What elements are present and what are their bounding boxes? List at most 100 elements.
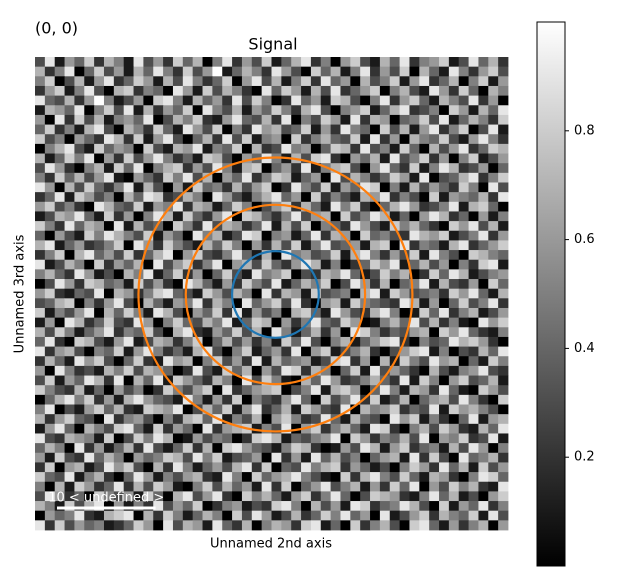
pixel (103, 66, 115, 77)
pixel (330, 250, 341, 261)
pixel (251, 143, 263, 154)
pixel (370, 414, 381, 425)
pixel (251, 317, 263, 328)
pixel (153, 288, 164, 299)
pixel (153, 385, 164, 396)
pixel (330, 279, 341, 290)
pixel (103, 57, 115, 68)
pixel (379, 433, 391, 444)
pixel (389, 76, 401, 87)
pixel (468, 404, 479, 415)
pixel (94, 433, 105, 444)
pixel (291, 143, 302, 154)
pixel (94, 365, 105, 376)
pixel (113, 385, 125, 396)
pixel (409, 153, 420, 164)
pixel (74, 481, 85, 492)
pixel (212, 298, 223, 309)
pixel (301, 433, 312, 444)
pixel (182, 95, 194, 106)
pixel (64, 307, 75, 319)
pixel (74, 105, 85, 116)
pixel (182, 423, 194, 434)
pixel (399, 143, 410, 154)
pixel (103, 105, 115, 116)
pixel (261, 182, 272, 193)
pixel (113, 298, 125, 309)
pixel (232, 114, 243, 125)
pixel (370, 153, 381, 164)
pixel (330, 481, 341, 492)
pixel (241, 66, 253, 77)
pixel (251, 85, 263, 97)
pixel (399, 240, 410, 251)
pixel (212, 385, 223, 396)
pixel (94, 114, 105, 125)
pixel (84, 520, 95, 531)
pixel (133, 327, 144, 338)
pixel (74, 385, 85, 396)
pixel (143, 510, 154, 521)
pixel (310, 279, 322, 290)
pixel (35, 375, 46, 386)
pixel (409, 182, 420, 193)
pixel (498, 250, 509, 261)
pixel (419, 269, 430, 280)
pixel (360, 404, 371, 415)
pixel (64, 182, 75, 193)
pixel (35, 327, 46, 338)
pixel (143, 462, 154, 473)
pixel (192, 201, 203, 212)
pixel (281, 124, 292, 135)
pixel (350, 423, 361, 434)
pixel (153, 462, 164, 473)
pixel (74, 414, 85, 425)
pixel (143, 269, 154, 280)
pixel (241, 520, 253, 531)
pixel (153, 501, 164, 512)
pixel (488, 250, 499, 261)
pixel (409, 221, 420, 232)
pixel (399, 279, 410, 290)
pixel (488, 95, 499, 106)
pixel (301, 57, 312, 68)
pixel (202, 192, 213, 203)
pixel (399, 375, 410, 386)
pixel (143, 163, 154, 174)
pixel (241, 346, 253, 357)
pixel (261, 298, 272, 309)
pixel (281, 269, 292, 280)
pixel (222, 279, 233, 290)
pixel (301, 307, 312, 319)
pixel (310, 307, 322, 319)
pixel (478, 307, 489, 319)
pixel (458, 211, 469, 222)
pixel (202, 172, 213, 183)
pixel (301, 114, 312, 125)
pixel (182, 491, 194, 502)
pixel (310, 269, 322, 280)
pixel (251, 336, 263, 347)
pixel (409, 433, 420, 444)
pixel (212, 201, 223, 212)
pixel (113, 375, 125, 386)
pixel (370, 404, 381, 415)
pixel (419, 66, 430, 77)
pixel (379, 414, 391, 425)
pixel (232, 211, 243, 222)
pixel (458, 520, 469, 531)
pixel (251, 182, 263, 193)
pixel (330, 443, 341, 454)
pixel (488, 423, 499, 434)
pixel (429, 510, 440, 521)
pixel (340, 288, 351, 299)
pixel (251, 66, 263, 77)
x-axis-label: Unnamed 2nd axis (210, 537, 332, 552)
pixel (468, 510, 479, 521)
pixel (123, 105, 134, 116)
pixel (84, 105, 95, 116)
pixel (232, 317, 243, 328)
pixel (271, 66, 282, 77)
pixel (192, 124, 203, 135)
pixel (192, 327, 203, 338)
